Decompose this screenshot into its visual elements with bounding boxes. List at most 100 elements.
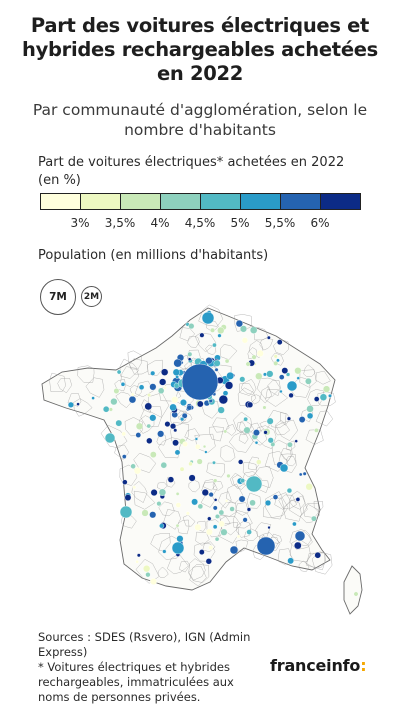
agglomeration-outline bbox=[283, 499, 302, 522]
agglomeration-bubble bbox=[194, 437, 199, 441]
agglomeration-bubble bbox=[174, 449, 181, 456]
agglomeration-outline bbox=[156, 433, 167, 446]
agglomeration-bubble bbox=[164, 421, 171, 428]
agglomeration-bubble bbox=[175, 523, 180, 528]
agglomeration-bubble bbox=[224, 358, 230, 364]
agglomeration-bubble bbox=[241, 337, 249, 344]
color-scale-tick: 4% bbox=[150, 216, 170, 230]
color-swatch bbox=[200, 193, 241, 210]
agglomeration-bubble bbox=[319, 393, 328, 401]
agglomeration-bubble bbox=[205, 558, 212, 565]
corsica-outline bbox=[343, 565, 363, 615]
agglomeration-bubble bbox=[267, 437, 274, 444]
agglomeration-bubble bbox=[182, 441, 188, 447]
agglomeration-bubble bbox=[242, 517, 248, 523]
agglomeration-outline bbox=[307, 389, 324, 406]
color-swatch bbox=[160, 193, 201, 210]
agglomeration-bubble bbox=[254, 440, 259, 445]
agglomeration-bubble bbox=[121, 431, 127, 437]
agglomeration-bubble bbox=[214, 536, 220, 542]
agglomeration-outline bbox=[236, 422, 246, 434]
agglomeration-bubble bbox=[314, 428, 319, 433]
agglomeration-bubble bbox=[255, 372, 263, 380]
agglomeration-bubble bbox=[135, 559, 139, 564]
agglomeration-bubble bbox=[212, 460, 216, 465]
agglomeration-bubble bbox=[238, 495, 246, 503]
agglomeration-outline bbox=[198, 304, 224, 327]
agglomeration-bubble bbox=[197, 503, 204, 510]
agglomeration-bubble bbox=[172, 439, 179, 447]
agglomeration-bubble bbox=[266, 335, 271, 340]
agglomeration-bubble bbox=[116, 369, 122, 375]
agglomeration-bubble bbox=[163, 385, 168, 390]
agglomeration-outline bbox=[273, 339, 289, 356]
agglomeration-outline bbox=[194, 433, 216, 453]
agglomeration-outline bbox=[315, 370, 331, 385]
agglomeration-bubble bbox=[149, 383, 157, 391]
agglomeration-bubble bbox=[145, 572, 151, 578]
agglomeration-bubble bbox=[133, 467, 142, 475]
agglomeration-outline bbox=[184, 428, 201, 442]
agglomeration-bubble bbox=[306, 405, 314, 413]
agglomeration-bubble bbox=[122, 479, 128, 485]
agglomeration-bubble bbox=[281, 367, 289, 374]
agglomeration-bubble bbox=[136, 553, 141, 558]
agglomeration-outline bbox=[259, 338, 274, 351]
agglomeration-bubble bbox=[235, 319, 244, 328]
agglomeration-outline bbox=[305, 552, 326, 571]
agglomeration-outline bbox=[135, 559, 160, 584]
franceinfo-logo: franceinfo: bbox=[270, 656, 367, 675]
agglomeration-outline bbox=[119, 358, 139, 379]
agglomeration-bubble bbox=[201, 488, 209, 497]
agglomeration-bubble bbox=[122, 454, 127, 459]
agglomeration-bubble bbox=[212, 524, 218, 530]
agglomeration-bubble bbox=[188, 323, 195, 330]
agglomeration-outline bbox=[226, 483, 244, 504]
agglomeration-outline bbox=[248, 456, 259, 471]
agglomeration-outline bbox=[289, 529, 313, 550]
agglomeration-bubble bbox=[187, 357, 192, 361]
agglomeration-outline bbox=[73, 398, 93, 417]
agglomeration-bubble bbox=[146, 423, 152, 429]
agglomeration-bubble bbox=[298, 416, 306, 423]
agglomeration-bubble bbox=[296, 376, 300, 380]
agglomeration-bubble bbox=[157, 430, 165, 438]
agglomeration-outline bbox=[315, 410, 334, 427]
agglomeration-outline bbox=[275, 419, 298, 441]
agglomeration-outline bbox=[220, 445, 236, 462]
agglomeration-bubble bbox=[273, 354, 278, 359]
agglomeration-outline bbox=[100, 425, 128, 449]
agglomeration-bubble bbox=[187, 351, 193, 357]
agglomeration-bubble bbox=[159, 523, 165, 529]
agglomeration-outline bbox=[206, 462, 225, 478]
agglomeration-bubble bbox=[132, 485, 137, 490]
agglomeration-bubble bbox=[150, 489, 158, 497]
agglomeration-bubble bbox=[135, 432, 142, 438]
agglomeration-bubble bbox=[143, 565, 151, 573]
agglomeration-bubble bbox=[272, 494, 279, 500]
agglomeration-outline bbox=[286, 440, 296, 451]
agglomeration-bubble bbox=[239, 325, 248, 333]
agglomeration-outline bbox=[121, 512, 137, 529]
agglomeration-bubble bbox=[253, 429, 260, 437]
agglomeration-bubble bbox=[262, 405, 267, 410]
agglomeration-bubble bbox=[181, 412, 188, 419]
agglomeration-outline bbox=[274, 492, 291, 510]
agglomeration-bubble bbox=[194, 443, 201, 450]
color-swatch bbox=[280, 193, 321, 210]
agglomeration-bubble bbox=[161, 368, 169, 376]
agglomeration-bubble bbox=[322, 385, 331, 393]
agglomeration-bubble bbox=[102, 405, 110, 413]
agglomeration-outline bbox=[146, 359, 163, 376]
agglomeration-bubble bbox=[238, 459, 244, 465]
agglomeration-bubble bbox=[256, 349, 264, 357]
agglomeration-outline bbox=[188, 558, 206, 581]
agglomeration-bubble bbox=[147, 393, 152, 398]
france-map bbox=[41, 304, 363, 615]
agglomeration-outline bbox=[85, 377, 105, 398]
strasbourg-bubble bbox=[286, 380, 298, 392]
agglomeration-outline bbox=[182, 514, 196, 527]
agglomeration-bubble bbox=[295, 497, 301, 502]
agglomeration-bubble bbox=[243, 426, 251, 434]
agglomeration-bubble bbox=[175, 492, 180, 496]
